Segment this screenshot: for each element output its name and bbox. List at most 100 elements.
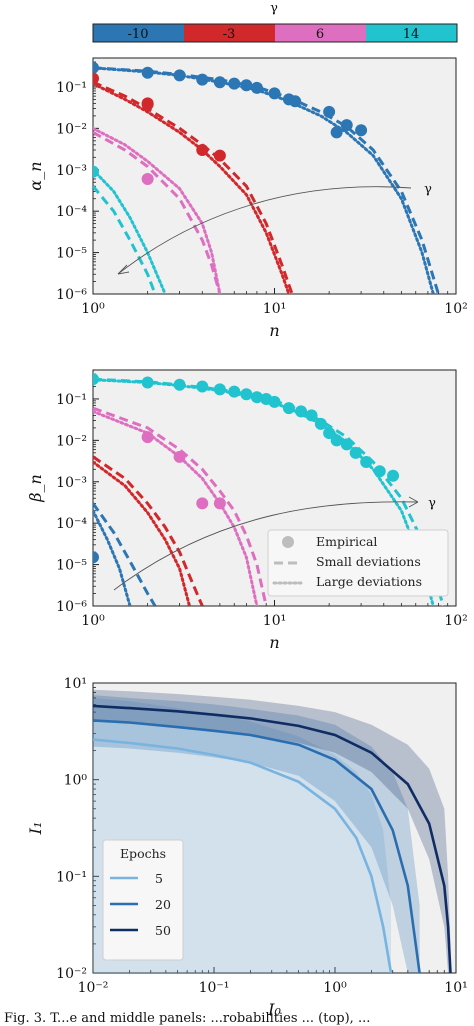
I1-xtick-label: 10⁻² [78,980,109,996]
alpha-large-deviation-line [93,168,167,294]
beta-empirical-point [349,446,362,459]
I1-xtick-label: 10⁻¹ [199,980,230,996]
beta-empirical-point [360,456,373,469]
alpha-empirical-point [289,95,302,108]
alpha-arrow-label: γ [424,182,432,197]
alpha-empirical-point [173,69,186,82]
alpha-large-deviation-line [93,82,291,294]
colorbar-seg-2 [275,24,366,42]
alpha-empirical-point [93,165,99,178]
beta-ytick-label: 10⁻⁶ [56,599,87,615]
beta-gamma-arrow [113,501,419,591]
I1-xtick-label: 10⁰ [323,980,347,996]
beta-ytick-label: 10⁻⁴ [56,516,87,532]
alpha-empirical-point [213,149,226,162]
alpha-ytick-label: 10⁻¹ [56,80,87,96]
alpha-empirical-point [213,76,226,89]
alpha-empirical-point [141,172,154,185]
beta-empirical-point [314,417,327,430]
legend-entry-label: Large deviations [316,574,422,589]
alpha-arrow-head [117,264,130,275]
alpha-y-axis-label: α_n [26,161,45,190]
beta-empirical-point [213,497,226,510]
beta-empirical-point [93,551,99,564]
info-panel: 10⁻² 10⁻¹ 10⁰ 10¹ 10⁻² 10⁻¹ 10⁰ 10¹ I₀ I₁ Epochs 5 2… [26,676,468,1019]
beta-xtick-label: 10² [444,613,467,629]
alpha-empirical-point [196,144,209,157]
alpha-ytick-label: 10⁻⁶ [56,287,87,303]
beta-empirical-point [330,434,343,447]
beta-ytick-label: 10⁻³ [56,475,87,491]
beta-empirical-point [93,373,99,386]
beta-empirical-point [295,405,308,418]
beta-xtick-label: 10⁰ [81,613,105,629]
beta-empirical-point [373,465,386,478]
alpha-xtick-label: 10² [444,301,467,317]
epochs-50-line [93,704,452,973]
colorbar-tick-1: -3 [223,27,236,42]
colorbar-seg-1 [184,24,275,42]
alpha-xtick-label: 10¹ [263,301,286,317]
alpha-gamma-arrow [117,186,412,275]
alpha-empirical-point [93,72,99,85]
I1-ytick-label: 10⁻¹ [56,869,87,885]
alpha-empirical-point [340,119,353,132]
beta-empirical-point [213,383,226,396]
I1-ytick-label: 10¹ [64,676,87,692]
alpha-ytick-label: 10⁻⁴ [56,204,87,220]
beta-arrow-label: γ [428,496,436,511]
epochs-5-line [93,738,393,973]
beta-small-deviation-line [93,406,268,606]
I1-xtick-label: 10¹ [444,980,467,996]
alpha-empirical-point [196,73,209,86]
colorbar-label: γ [270,1,278,16]
beta-empirical-point [173,450,186,463]
I1-y-axis-label: I₁ [26,822,45,836]
alpha-empirical-point [240,79,253,92]
beta-small-deviation-line [93,455,204,606]
epochs-legend-label: 20 [155,897,171,912]
beta-large-deviation-line [93,509,132,606]
beta-x-axis-label: n [269,633,279,652]
alpha-panel: 10⁰ 10¹ 10² 10⁻⁶ 10⁻⁵ 10⁻⁴ 10⁻³ 10⁻² 10⁻¹ n α_n γ [26,57,468,340]
beta-legend-box [267,529,449,597]
alpha-empirical-point [355,124,368,137]
I1-ytick-label: 10⁰ [64,773,88,789]
epochs-legend: Epochs 5 20 50 [102,839,184,961]
alpha-xtick-label: 10⁰ [81,301,105,317]
epochs-legend-label: 50 [155,923,171,938]
I1-ytick-label: 10⁻² [56,966,87,982]
beta-y-axis-label: β_n [26,474,45,503]
beta-panel: 10⁰ 10¹ 10² 10⁻⁶ 10⁻⁵ 10⁻⁴ 10⁻³ 10⁻² 10⁻¹ n β_n γ Em… [26,369,468,652]
legend-entry-label: Small deviations [316,554,421,569]
I1-x-axis-label: I₀ [267,1000,281,1019]
legend-empirical-marker [282,536,294,548]
alpha-large-deviation-line [93,126,222,294]
colorbar-tick-0: -10 [128,27,149,42]
legend-entry-label: Empirical [316,534,377,549]
beta-ytick-label: 10⁻² [56,433,87,449]
beta-empirical-point [340,438,353,451]
epochs-50-band [93,689,451,973]
beta-ytick-label: 10⁻⁵ [56,558,87,574]
alpha-x-axis-label: n [269,321,279,340]
alpha-ytick-label: 10⁻⁵ [56,246,87,262]
epochs-legend-title: Epochs [120,846,166,861]
beta-empirical-point [305,409,318,422]
beta-xtick-label: 10¹ [263,613,286,629]
beta-empirical-point [268,395,281,408]
alpha-empirical-point [228,77,241,90]
alpha-empirical-point [141,98,154,111]
beta-empirical-point [250,391,263,404]
epochs-20-band [93,695,420,973]
beta-arrow-head [408,496,419,508]
beta-empirical-point [173,378,186,391]
alpha-small-deviation-line [93,131,222,294]
colorbar-seg-0 [93,24,184,42]
beta-empirical-point [141,376,154,389]
beta-large-deviation-line [93,460,191,606]
alpha-empirical-point [268,87,281,100]
epochs-20-line [93,719,421,973]
beta-empirical-point [282,402,295,415]
